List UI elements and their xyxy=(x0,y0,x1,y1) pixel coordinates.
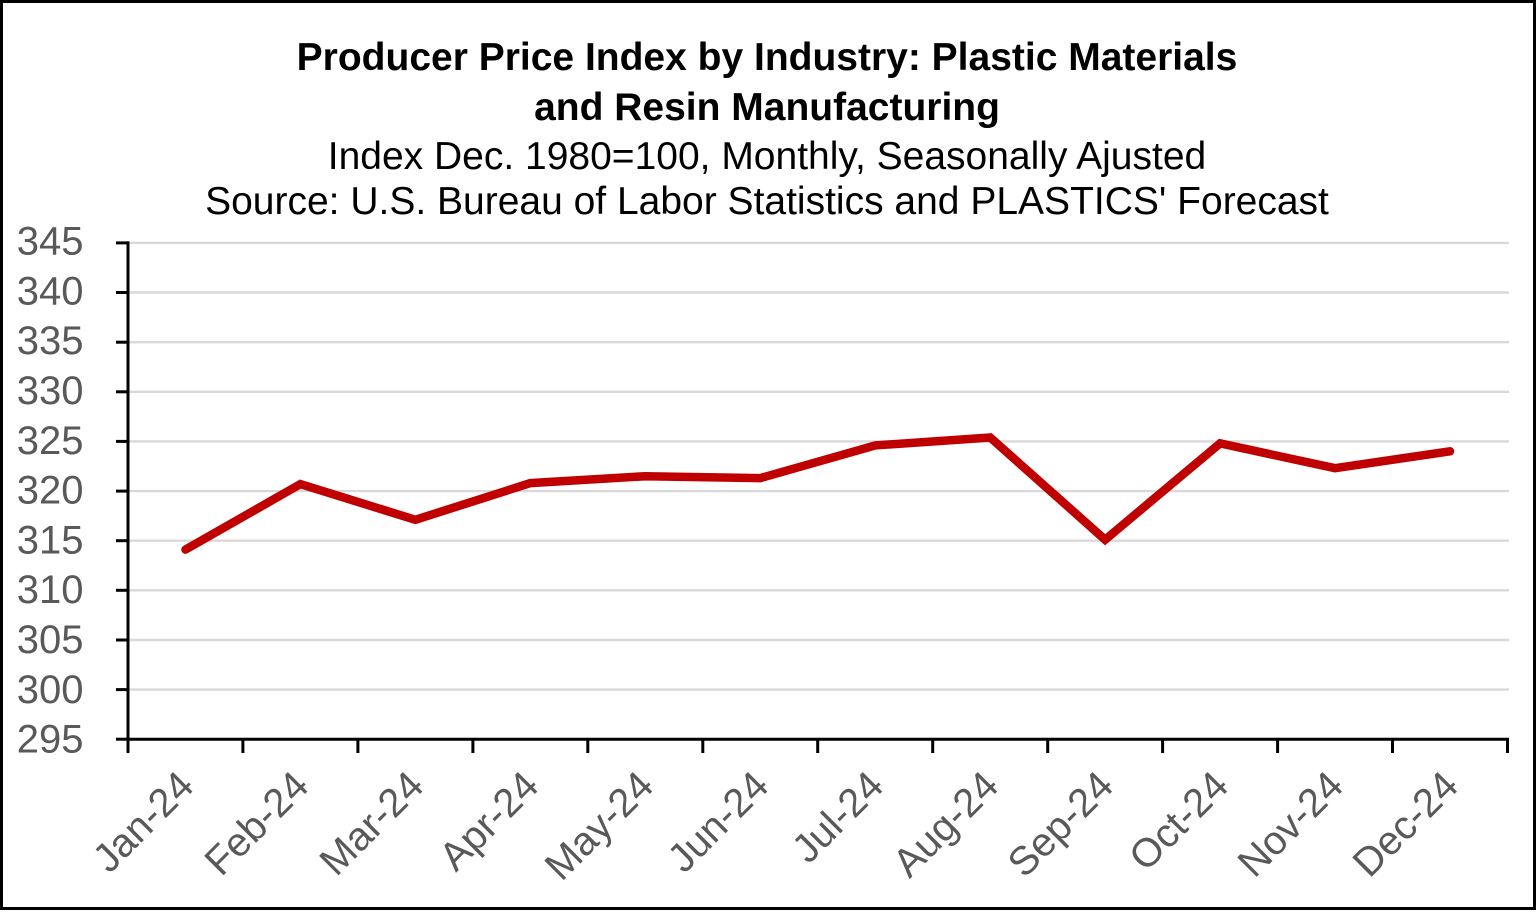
svg-text:300: 300 xyxy=(17,668,84,712)
svg-text:320: 320 xyxy=(17,469,84,513)
svg-text:335: 335 xyxy=(17,319,84,363)
svg-text:Index Dec. 1980=100, Monthly,: Index Dec. 1980=100, Monthly, Seasonally… xyxy=(328,135,1206,178)
svg-text:325: 325 xyxy=(17,419,84,463)
svg-text:305: 305 xyxy=(17,618,84,662)
svg-text:and Resin Manufacturing: and Resin Manufacturing xyxy=(534,86,1000,129)
svg-text:330: 330 xyxy=(17,369,84,413)
svg-text:310: 310 xyxy=(17,568,84,612)
svg-text:345: 345 xyxy=(17,220,84,264)
svg-text:295: 295 xyxy=(17,718,84,762)
svg-text:Source: U.S. Bureau of Labor S: Source: U.S. Bureau of Labor Statistics … xyxy=(205,180,1329,223)
svg-text:315: 315 xyxy=(17,518,84,562)
svg-text:Producer Price Index by Indust: Producer Price Index by Industry: Plasti… xyxy=(297,36,1238,79)
svg-text:340: 340 xyxy=(17,269,84,313)
